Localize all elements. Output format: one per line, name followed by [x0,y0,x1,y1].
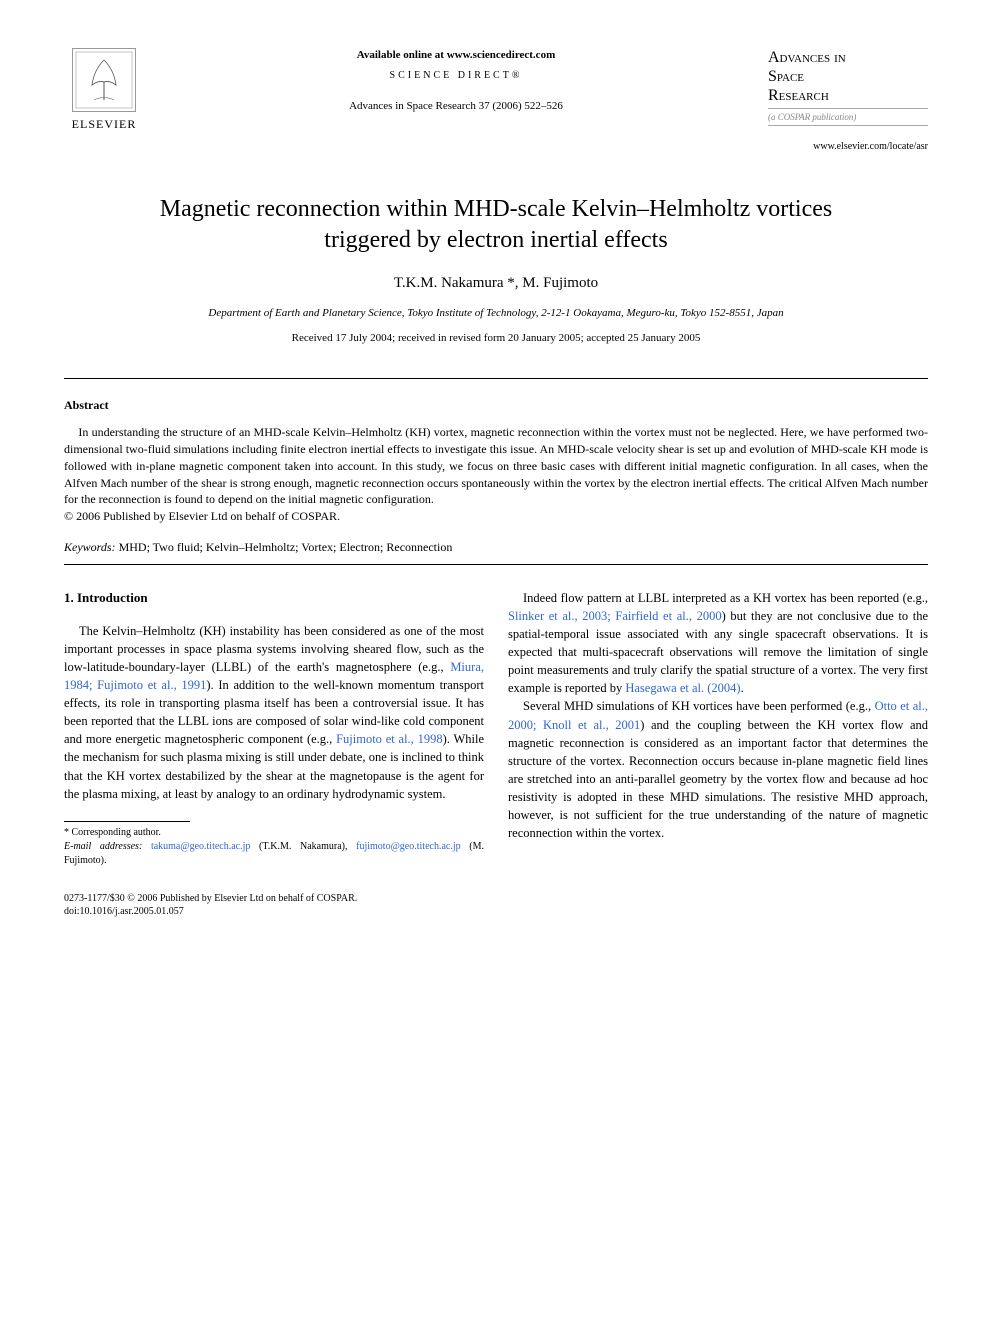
citation-line: Advances in Space Research 37 (2006) 522… [160,99,752,114]
journal-title-line3: Research [768,87,829,104]
corresponding-author: * Corresponding author. [64,826,484,840]
ref-link[interactable]: Fujimoto et al., 1998 [336,732,443,746]
email-label: E-mail addresses: [64,841,151,852]
footer-info: 0273-1177/$30 © 2006 Published by Elsevi… [64,892,928,918]
email-link[interactable]: fujimoto@geo.titech.ac.jp [356,841,460,852]
journal-title: Advances in Space Research [768,48,928,106]
divider-bottom [64,564,928,565]
center-header: Available online at www.sciencedirect.co… [144,48,768,115]
received-dates: Received 17 July 2004; received in revis… [64,331,928,346]
column-left: 1. Introduction The Kelvin–Helmholtz (KH… [64,589,484,868]
intro-para-2: Indeed flow pattern at LLBL interpreted … [508,589,928,698]
keywords-label: Keywords: [64,540,116,554]
journal-title-line2: Space [768,68,804,85]
ref-link[interactable]: Slinker et al., 2003; Fairfield et al., … [508,609,722,623]
divider-top [64,378,928,379]
affiliation: Department of Earth and Planetary Scienc… [64,306,928,321]
intro-para-3: Several MHD simulations of KH vortices h… [508,697,928,842]
publisher-logo: ELSEVIER [64,48,144,133]
footnote-separator [64,821,190,822]
section-heading: 1. Introduction [64,589,484,608]
science-direct-logo: SCIENCE DIRECT® [160,69,752,83]
copyright-line: © 2006 Published by Elsevier Ltd on beha… [64,508,928,525]
available-online-text: Available online at www.sciencedirect.co… [160,48,752,63]
email-addresses: E-mail addresses: takuma@geo.titech.ac.j… [64,840,484,868]
cospar-subtitle: (a COSPAR publication) [768,108,928,127]
column-right: Indeed flow pattern at LLBL interpreted … [508,589,928,868]
keywords: Keywords: MHD; Two fluid; Kelvin–Helmhol… [64,539,928,556]
footnote-block: * Corresponding author. E-mail addresses… [64,826,484,868]
footer-issn: 0273-1177/$30 © 2006 Published by Elsevi… [64,892,928,905]
header-row: ELSEVIER Available online at www.science… [64,48,928,154]
journal-url: www.elsevier.com/locate/asr [768,140,928,154]
keywords-list: MHD; Two fluid; Kelvin–Helmholtz; Vortex… [116,540,453,554]
authors-line: T.K.M. Nakamura *, M. Fujimoto [64,273,928,294]
intro-para-1: The Kelvin–Helmholtz (KH) instability ha… [64,622,484,803]
journal-title-line1: Advances in [768,49,846,66]
abstract-text: In understanding the structure of an MHD… [64,424,928,508]
paper-title: Magnetic reconnection within MHD-scale K… [144,194,848,256]
body-columns: 1. Introduction The Kelvin–Helmholtz (KH… [64,589,928,868]
email-link[interactable]: takuma@geo.titech.ac.jp [151,841,250,852]
elsevier-text: ELSEVIER [72,116,137,133]
journal-box: Advances in Space Research (a COSPAR pub… [768,48,928,154]
footer-doi: doi:10.1016/j.asr.2005.01.057 [64,905,928,918]
elsevier-tree-icon [72,48,136,112]
abstract-heading: Abstract [64,397,928,414]
ref-link[interactable]: Hasegawa et al. (2004) [625,681,740,695]
